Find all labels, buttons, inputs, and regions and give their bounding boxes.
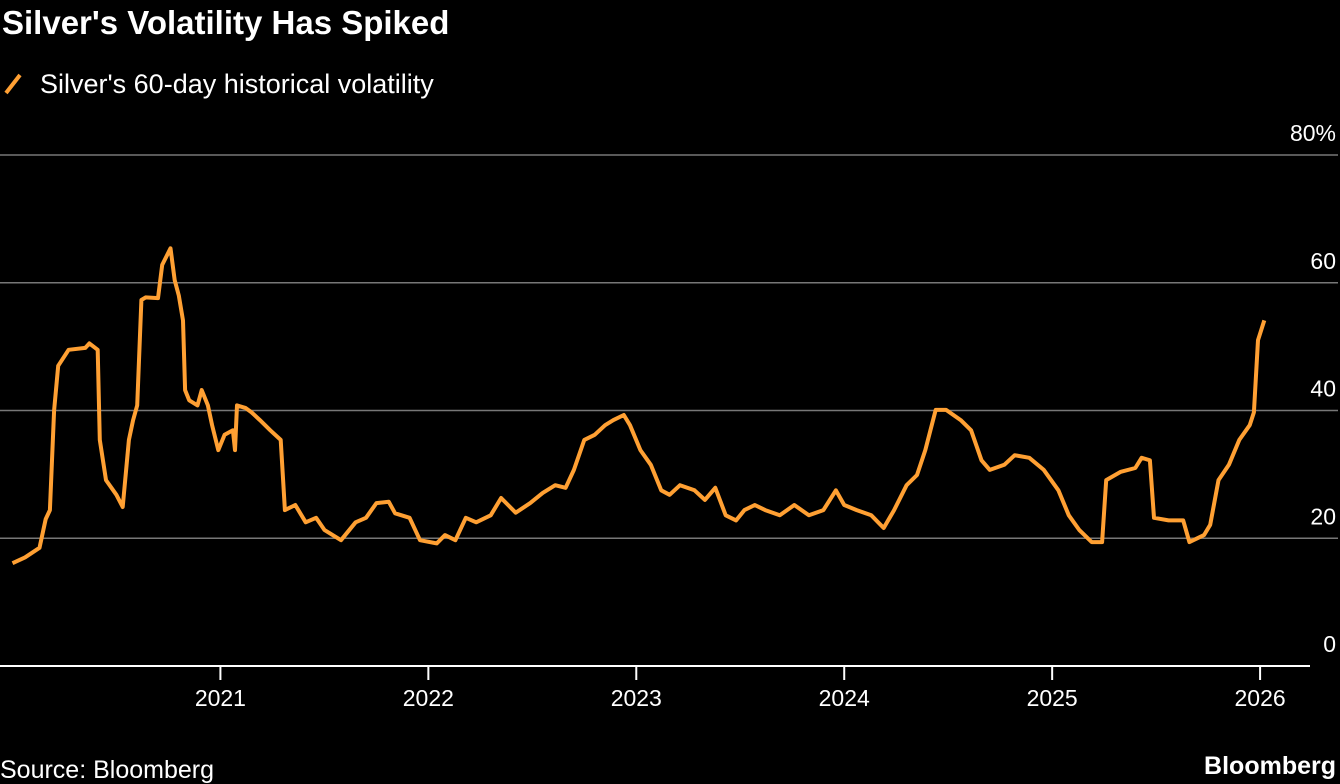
y-tick-label: 20: [1310, 503, 1336, 529]
x-tick-label: 2025: [1027, 685, 1078, 711]
y-tick-label: 0: [1323, 631, 1336, 657]
legend-swatch: [4, 73, 22, 95]
x-tick-label: 2023: [611, 685, 662, 711]
y-tick-label: 60: [1310, 248, 1336, 274]
y-tick-label: 40: [1310, 376, 1336, 402]
y-tick-label: 80%: [1290, 120, 1336, 146]
source: Source: Bloomberg: [0, 756, 214, 784]
data-line: [11, 246, 1267, 566]
chart-title: Silver's Volatility Has Spiked: [2, 4, 449, 41]
x-tick-label: 2026: [1235, 685, 1286, 711]
x-tick-label: 2024: [819, 685, 870, 711]
x-tick-label: 2022: [403, 685, 454, 711]
legend-label: Silver's 60-day historical volatility: [40, 69, 434, 99]
x-tick-label: 2021: [195, 685, 246, 711]
brand: Bloomberg: [1204, 752, 1336, 780]
